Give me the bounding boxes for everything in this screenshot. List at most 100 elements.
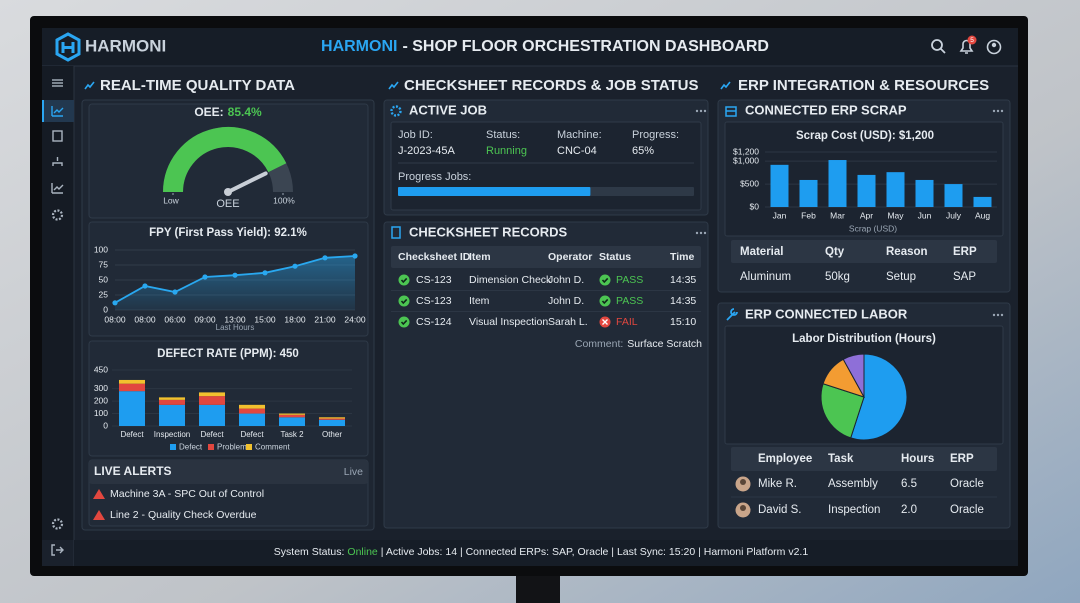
more-menu-dot [699, 231, 703, 235]
alerts-header [89, 460, 368, 484]
sidebar-button[interactable] [51, 518, 64, 530]
pie-slice [850, 353, 908, 441]
field-value: J-2023-45A [398, 145, 456, 157]
defect-bar-segment [279, 414, 305, 418]
table-cell: Inspection [828, 504, 880, 516]
y-tick-label: 0 [103, 304, 108, 314]
table-cell: Mike R. [758, 478, 797, 490]
pie-slice [820, 383, 865, 439]
sidebar-button[interactable] [51, 106, 64, 117]
x-tick-label: Aug [975, 210, 990, 220]
scrap-table-header [731, 240, 997, 263]
column-header: Item [469, 251, 491, 263]
more-menu-dot [1000, 313, 1004, 317]
section-icon [388, 81, 399, 90]
job-gear-icon [390, 105, 402, 117]
fpy-point [292, 263, 298, 269]
column-header: Status [599, 251, 631, 263]
field-label: Status: [486, 129, 520, 141]
sidebar-button[interactable] [51, 183, 64, 194]
column-header: Hours [901, 453, 934, 465]
alert-text: Line 2 - Quality Check Overdue [110, 509, 257, 521]
fpy-area [115, 256, 355, 310]
fpy-point [232, 272, 238, 278]
fail-x [602, 319, 608, 325]
user-icon[interactable] [986, 39, 1002, 55]
sidebar-button[interactable] [52, 130, 63, 142]
column-header: Checksheet ID [398, 251, 471, 263]
wrench-icon [726, 308, 738, 321]
logo-icon [55, 32, 81, 62]
avatar-head [740, 479, 746, 485]
legend-label: Comment [255, 443, 290, 452]
logo-h [61, 42, 75, 53]
label-part: HARMONI [321, 38, 397, 55]
y-tick-label: $0 [750, 201, 760, 211]
warning-icon [93, 510, 105, 520]
check-mark [601, 277, 609, 284]
table-cell: SAP [953, 271, 976, 283]
y-tick-label: 75 [99, 259, 109, 269]
gear-icon [51, 518, 64, 530]
chart-icon [51, 106, 64, 117]
search-icon[interactable] [931, 39, 943, 51]
section-heading: REAL-TIME QUALITY DATA [100, 77, 295, 94]
defect-bar-segment [279, 417, 305, 426]
gauge-needle [226, 171, 268, 194]
table-cell: Assembly [828, 478, 878, 490]
sidebar-button[interactable] [51, 209, 64, 221]
more-menu-dot [699, 109, 703, 113]
defect-bar-segment [159, 399, 185, 405]
x-tick-label: Apr [860, 210, 873, 220]
sidebar-button[interactable] [51, 544, 64, 556]
table-cell: 2.0 [901, 504, 917, 516]
defect-bar-segment [319, 419, 345, 426]
y-tick-label: 300 [94, 383, 108, 393]
status-cell: PASS [616, 295, 643, 307]
x-tick-label: 13:00 [224, 314, 246, 324]
gauge-value-arc [163, 127, 287, 193]
sidebar-button[interactable] [52, 157, 63, 166]
y-tick-label: 50 [99, 274, 109, 284]
label-part: OEE: [194, 105, 223, 119]
x-tick-label: Task 2 [280, 430, 304, 439]
table-cell: John D. [548, 295, 584, 307]
legend-swatch [170, 444, 176, 450]
more-menu-dot [996, 109, 1000, 113]
table-cell: Oracle [950, 504, 984, 516]
x-tick-label: 15:00 [254, 314, 276, 324]
x-axis-label: Scrap (USD) [849, 223, 897, 233]
sidebar [42, 66, 74, 540]
table-cell: Visual Inspection [469, 316, 548, 328]
card-title: CHECKSHEET RECORDS [409, 224, 568, 239]
progress-fill [398, 187, 591, 196]
doc-icon [52, 130, 63, 142]
scrap-bar [828, 160, 847, 207]
label-part: Comment: [575, 338, 623, 350]
system-status: System Status: Online | Active Jobs: 14 | … [274, 546, 809, 558]
gear-icon [51, 209, 64, 221]
alert-text: Machine 3A - SPC Out of Control [110, 488, 264, 500]
alerts-title: LIVE ALERTS [94, 464, 172, 478]
x-tick-label: May [887, 210, 904, 220]
x-tick-label: Defect [240, 430, 264, 439]
bell-icon[interactable] [959, 39, 974, 54]
sidebar-button[interactable] [52, 79, 63, 87]
check-mark [400, 298, 408, 305]
fpy-point [142, 283, 148, 289]
field-value: CNC-04 [557, 145, 597, 157]
table-cell: 50kg [825, 271, 850, 283]
chart-icon [51, 183, 64, 194]
defect-bar-segment [239, 413, 265, 426]
db-icon [725, 106, 737, 117]
table-cell: CS-123 [416, 295, 452, 307]
y-tick-label: $1,000 [733, 155, 759, 165]
table-cell: Sarah L. [548, 316, 588, 328]
scrap-bar [799, 179, 818, 207]
more-menu-dot [996, 313, 1000, 317]
table-cell: Dimension Check [469, 274, 552, 286]
table-cell: CS-124 [416, 316, 452, 328]
label-part: 85.4% [228, 105, 262, 119]
y-tick-label: 450 [94, 364, 108, 374]
column-header: Reason [886, 246, 928, 258]
